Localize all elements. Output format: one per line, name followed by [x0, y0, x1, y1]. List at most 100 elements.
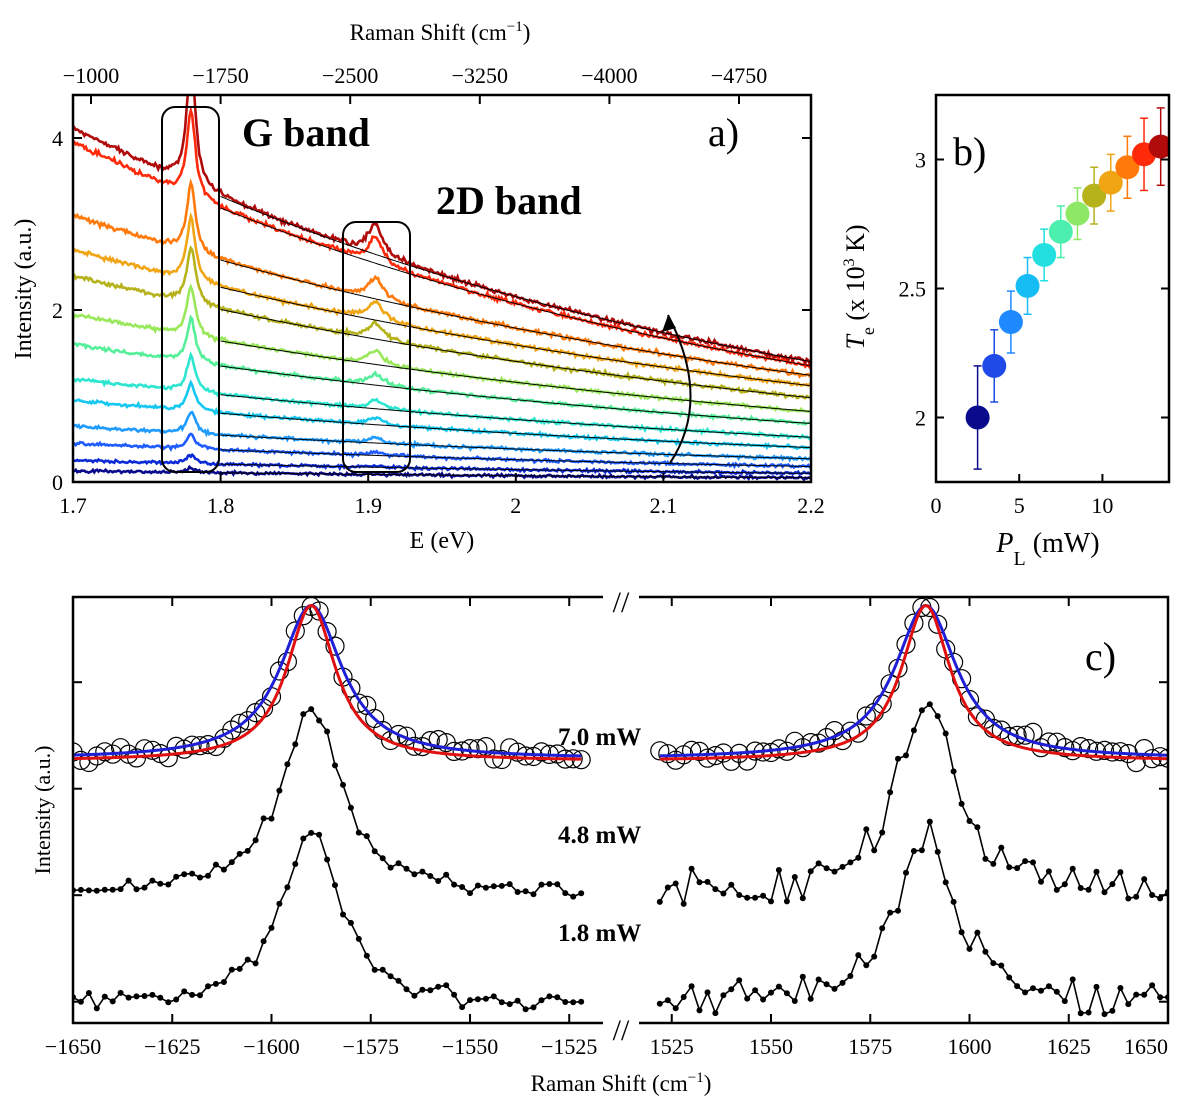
te-point [1032, 242, 1057, 267]
panel-a-y-tick-label: 4 [52, 126, 63, 151]
spectrum-7-0-point [230, 713, 250, 733]
panel-b-axis-ticks: 0 5 10 2 2.5 3 [899, 148, 1169, 518]
panel-a-x-tick-label: 1.9 [354, 493, 382, 518]
spectrum-7-0-point [943, 652, 964, 672]
te-point [998, 310, 1023, 335]
panel-b-label: b) [953, 129, 986, 174]
spectrum-7-0-point [484, 749, 504, 769]
panel-a-series [73, 95, 811, 482]
spectrum-7-0-point [492, 749, 512, 770]
panel-c-x-tick-label: 1525 [650, 1034, 694, 1059]
fit-curve-blue-left [73, 603, 582, 758]
spectrum-fit-9 [220, 309, 811, 399]
panel-a: Raman Shift (cm−1) −1000 −1750 −2500 −3250−… [11, 19, 825, 554]
panel-b-y-tick-label: 2 [915, 406, 926, 431]
panel-c: // // −1650 −1625 −1600 −1575 −1550 −1525 1525… [30, 586, 1170, 1096]
panel-b-x-tick-label: 5 [1014, 493, 1025, 518]
te-point [1148, 134, 1169, 159]
spectrum-7-0-point [1150, 747, 1168, 767]
panel-c-x-tick-label: −1625 [144, 1034, 200, 1059]
te-point [1082, 183, 1107, 208]
spectrum-7-0-point [238, 711, 258, 731]
spectrum-7-0-point [73, 750, 91, 770]
panel-c-x-tick-label: −1600 [243, 1034, 299, 1059]
panel-b-x-tick-label: 10 [1091, 493, 1113, 518]
spectrum-fit-3 [220, 449, 811, 467]
spectrum-series-7 [73, 314, 811, 427]
power-label-1-8: 1.8 mW [558, 920, 641, 947]
spectrum-7-0-point [95, 742, 115, 762]
spectrum-fit-12 [220, 207, 811, 367]
panel-a-x-tick-label: 1.8 [207, 493, 235, 518]
spectrum-7-0-point [928, 614, 948, 634]
fit-curve-red-left [73, 603, 582, 761]
spectrum-series-12 [73, 105, 811, 370]
te-point [1015, 273, 1040, 298]
increase-arrow-head [662, 315, 676, 332]
te-point [965, 405, 990, 430]
spectrum-series-13 [73, 95, 811, 367]
spectrum-7-0-point [1078, 738, 1099, 759]
panel-c-x-tick-label: −1650 [45, 1034, 101, 1059]
panel-b-y-label: Te (x 103 K) [841, 224, 878, 349]
panel-c-x-tick-label: 1550 [749, 1034, 793, 1059]
spectrum-fit-8 [220, 340, 811, 412]
te-point [1115, 155, 1140, 180]
spectrum-7-0-point [904, 613, 924, 633]
spectrum-1-8-mw-line [73, 832, 582, 1011]
panel-c-x-tick-label: −1550 [442, 1034, 498, 1059]
spectrum-7-0-point [134, 739, 155, 759]
panel-b-y-tick-label: 3 [915, 148, 926, 173]
spectrum-fit-13 [220, 196, 811, 363]
panel-a-y-label: Intensity (a.u.) [11, 219, 37, 360]
spectrum-1-8-mw-line [659, 818, 1168, 1016]
panel-c-right-series [650, 597, 1168, 1018]
spectrum-4-8-mw-line [73, 708, 582, 898]
spectrum-7-0-point [222, 720, 242, 740]
spectrum-7-0-point [777, 741, 797, 761]
panel-b-x-tick-label: 0 [931, 493, 942, 518]
fit-curve-red-right [659, 603, 1168, 761]
panel-c-x-tick-label: −1575 [343, 1034, 399, 1059]
panel-a-top-tick-label: −3250 [452, 63, 508, 88]
panel-c-y-label: Intensity (a.u.) [30, 746, 55, 875]
spectrum-7-0-point [856, 706, 876, 726]
power-label-7-0: 7.0 mW [558, 724, 641, 751]
g-band-box [161, 106, 220, 473]
panel-c-axis-ticks: −1650 −1625 −1600 −1575 −1550 −1525 1525 1550 15… [45, 597, 1169, 1059]
power-label-4-8: 4.8 mW [558, 822, 641, 849]
2d-band-box [342, 221, 411, 473]
spectrum-fit-6 [220, 394, 811, 438]
spectrum-7-0-point [325, 636, 345, 656]
spectrum-series-4 [73, 410, 811, 463]
panel-c-x-label: Raman Shift (cm−1) [531, 1070, 712, 1096]
spectrum-7-0-point [531, 742, 552, 762]
spectrum-7-0-point [658, 744, 678, 764]
panel-a-top-tick-label: −1750 [192, 63, 248, 88]
spectrum-fit-4 [220, 434, 811, 460]
panel-b-y-tick-label: 2.5 [899, 277, 927, 302]
spectrum-4-8-mw-line [659, 703, 1168, 907]
panel-b: 0 5 10 2 2.5 3 b) PL (mW) Te (x 103 K) [841, 93, 1171, 570]
spectrum-7-0-point [1007, 725, 1027, 746]
panel-b-points [965, 107, 1169, 470]
spectrum-7-0-point [396, 726, 417, 746]
panel-a-y-tick-label: 0 [52, 470, 63, 495]
axis-break-mark-top: // [613, 586, 630, 619]
panel-a-top-tick-label: −4750 [711, 63, 767, 88]
panel-c-x-tick-label: 1625 [1047, 1034, 1091, 1059]
spectrum-series-11 [73, 178, 811, 379]
spectrum-series-3 [73, 432, 811, 470]
spectrum-7-0-point [785, 731, 805, 751]
te-point [1048, 219, 1073, 244]
spectrum-fit-2 [220, 463, 811, 474]
panel-a-top-axis-label: Raman Shift (cm−1) [350, 19, 531, 45]
axis-break-gap-top [603, 588, 639, 602]
panel-a-top-tick-label: −2500 [322, 63, 378, 88]
panel-a-x-tick-label: 2.2 [797, 493, 825, 518]
panel-a-x-tick-label: 2 [510, 493, 521, 518]
te-point [1065, 201, 1090, 226]
panel-a-axis-ticks: 1.7 1.8 1.9 2 2.1 2.2 0 2 4 [52, 126, 825, 518]
te-point [1098, 170, 1123, 195]
